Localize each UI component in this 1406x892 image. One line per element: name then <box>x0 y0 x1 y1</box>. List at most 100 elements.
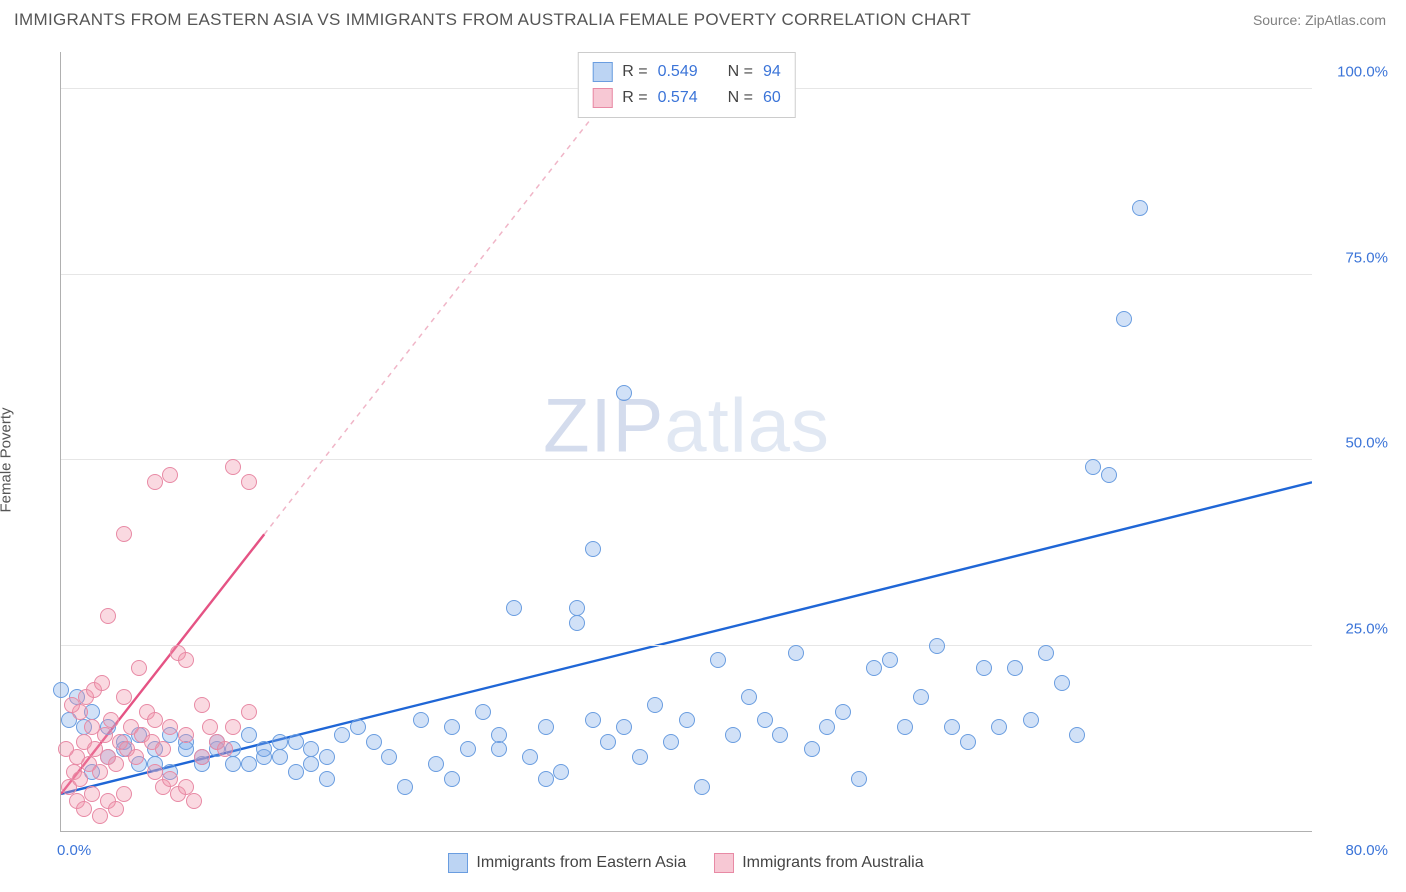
data-point[interactable] <box>178 779 194 795</box>
data-point[interactable] <box>64 697 80 713</box>
data-point[interactable] <box>538 719 554 735</box>
data-point[interactable] <box>757 712 773 728</box>
data-point[interactable] <box>162 719 178 735</box>
data-point[interactable] <box>538 771 554 787</box>
data-point[interactable] <box>288 764 304 780</box>
data-point[interactable] <box>303 741 319 757</box>
data-point[interactable] <box>1023 712 1039 728</box>
data-point[interactable] <box>475 704 491 720</box>
data-point[interactable] <box>460 741 476 757</box>
data-point[interactable] <box>303 756 319 772</box>
data-point[interactable] <box>976 660 992 676</box>
data-point[interactable] <box>72 771 88 787</box>
data-point[interactable] <box>100 608 116 624</box>
data-point[interactable] <box>272 734 288 750</box>
data-point[interactable] <box>491 727 507 743</box>
data-point[interactable] <box>103 712 119 728</box>
data-point[interactable] <box>1038 645 1054 661</box>
data-point[interactable] <box>804 741 820 757</box>
data-point[interactable] <box>288 734 304 750</box>
data-point[interactable] <box>897 719 913 735</box>
data-point[interactable] <box>710 652 726 668</box>
data-point[interactable] <box>58 741 74 757</box>
data-point[interactable] <box>94 675 110 691</box>
data-point[interactable] <box>725 727 741 743</box>
data-point[interactable] <box>162 771 178 787</box>
data-point[interactable] <box>428 756 444 772</box>
data-point[interactable] <box>128 749 144 765</box>
data-point[interactable] <box>92 808 108 824</box>
data-point[interactable] <box>522 749 538 765</box>
data-point[interactable] <box>178 741 194 757</box>
data-point[interactable] <box>194 749 210 765</box>
data-point[interactable] <box>241 756 257 772</box>
data-point[interactable] <box>147 474 163 490</box>
data-point[interactable] <box>76 801 92 817</box>
data-point[interactable] <box>491 741 507 757</box>
data-point[interactable] <box>585 712 601 728</box>
data-point[interactable] <box>866 660 882 676</box>
data-point[interactable] <box>444 719 460 735</box>
data-point[interactable] <box>225 459 241 475</box>
data-point[interactable] <box>147 712 163 728</box>
data-point[interactable] <box>319 749 335 765</box>
data-point[interactable] <box>788 645 804 661</box>
data-point[interactable] <box>1132 200 1148 216</box>
data-point[interactable] <box>1069 727 1085 743</box>
data-point[interactable] <box>202 719 218 735</box>
data-point[interactable] <box>553 764 569 780</box>
data-point[interactable] <box>178 652 194 668</box>
data-point[interactable] <box>194 697 210 713</box>
data-point[interactable] <box>225 756 241 772</box>
data-point[interactable] <box>178 727 194 743</box>
data-point[interactable] <box>679 712 695 728</box>
data-point[interactable] <box>225 719 241 735</box>
data-point[interactable] <box>991 719 1007 735</box>
data-point[interactable] <box>944 719 960 735</box>
data-point[interactable] <box>1101 467 1117 483</box>
data-point[interactable] <box>241 704 257 720</box>
data-point[interactable] <box>694 779 710 795</box>
data-point[interactable] <box>632 749 648 765</box>
data-point[interactable] <box>116 786 132 802</box>
data-point[interactable] <box>84 786 100 802</box>
data-point[interactable] <box>851 771 867 787</box>
data-point[interactable] <box>155 741 171 757</box>
data-point[interactable] <box>663 734 679 750</box>
data-point[interactable] <box>334 727 350 743</box>
data-point[interactable] <box>741 689 757 705</box>
data-point[interactable] <box>116 689 132 705</box>
data-point[interactable] <box>241 474 257 490</box>
data-point[interactable] <box>569 600 585 616</box>
data-point[interactable] <box>53 682 69 698</box>
data-point[interactable] <box>116 526 132 542</box>
data-point[interactable] <box>272 749 288 765</box>
data-point[interactable] <box>131 660 147 676</box>
data-point[interactable] <box>381 749 397 765</box>
data-point[interactable] <box>108 801 124 817</box>
data-point[interactable] <box>506 600 522 616</box>
data-point[interactable] <box>835 704 851 720</box>
data-point[interactable] <box>397 779 413 795</box>
data-point[interactable] <box>186 793 202 809</box>
data-point[interactable] <box>350 719 366 735</box>
data-point[interactable] <box>929 638 945 654</box>
data-point[interactable] <box>444 771 460 787</box>
data-point[interactable] <box>319 771 335 787</box>
data-point[interactable] <box>1054 675 1070 691</box>
data-point[interactable] <box>97 727 113 743</box>
data-point[interactable] <box>366 734 382 750</box>
data-point[interactable] <box>1007 660 1023 676</box>
data-point[interactable] <box>1116 311 1132 327</box>
data-point[interactable] <box>162 467 178 483</box>
data-point[interactable] <box>256 741 272 757</box>
data-point[interactable] <box>147 764 163 780</box>
data-point[interactable] <box>217 741 233 757</box>
data-point[interactable] <box>241 727 257 743</box>
data-point[interactable] <box>585 541 601 557</box>
data-point[interactable] <box>569 615 585 631</box>
data-point[interactable] <box>616 385 632 401</box>
data-point[interactable] <box>882 652 898 668</box>
data-point[interactable] <box>108 756 124 772</box>
data-point[interactable] <box>772 727 788 743</box>
